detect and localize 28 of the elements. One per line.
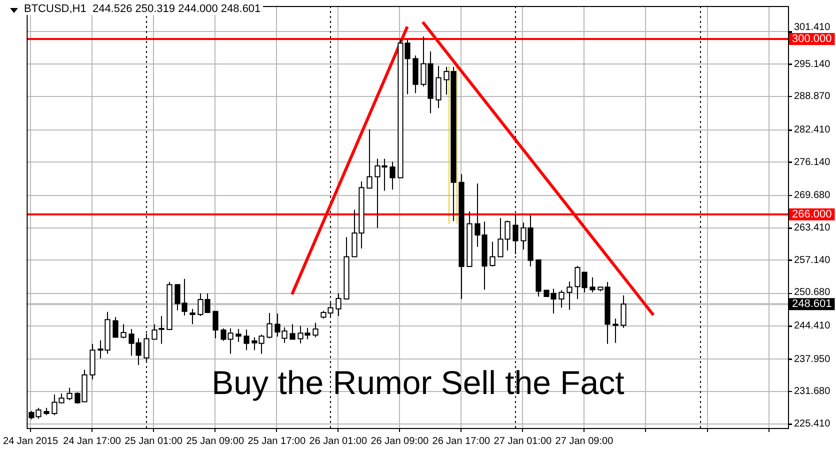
y-tick-label: 276.140 [794, 156, 831, 168]
x-tick-label: 26 Jan 09:00 [370, 436, 430, 447]
x-tick-label: 26 Jan 01:00 [309, 436, 368, 447]
chart-title: BTCUSD,H1 244.526 250.319 244.000 248.601 [22, 3, 263, 15]
x-tick-label: 27 Jan 09:00 [555, 436, 614, 447]
x-tick-label: 27 Jan 01:00 [494, 436, 552, 447]
y-tick-label: 225.410 [794, 418, 831, 430]
y-tick-label: 295.140 [794, 58, 831, 70]
x-tick-label: 25 Jan 09:00 [186, 436, 244, 447]
x-tick-label: 25 Jan 17:00 [248, 436, 306, 447]
y-tick-label: 250.680 [794, 286, 831, 298]
y-tick-label: 269.680 [794, 190, 831, 202]
ref-line-label: 266.000 [792, 208, 832, 220]
y-tick-label: 282.410 [794, 124, 831, 136]
x-tick-label: 24 Jan 2015 [3, 436, 58, 447]
y-tick-label: 301.410 [794, 22, 831, 33]
y-tick-label: 231.680 [794, 386, 831, 398]
x-tick-label: 26 Jan 17:00 [432, 436, 491, 447]
y-tick-label: 257.140 [794, 254, 831, 266]
ref-line-label: 300.000 [792, 33, 832, 46]
ref-line-label: 248.601 [792, 298, 832, 310]
y-tick-label: 237.950 [794, 354, 831, 365]
y-tick-label: 288.870 [794, 91, 831, 102]
x-tick-label: 25 Jan 01:00 [124, 436, 183, 447]
y-tick-label: 244.410 [794, 320, 831, 332]
annotation: Buy the Rumor Sell the Fact [212, 364, 624, 401]
y-tick-label: 263.410 [794, 222, 831, 234]
x-tick-label: 24 Jan 17:00 [63, 436, 122, 447]
